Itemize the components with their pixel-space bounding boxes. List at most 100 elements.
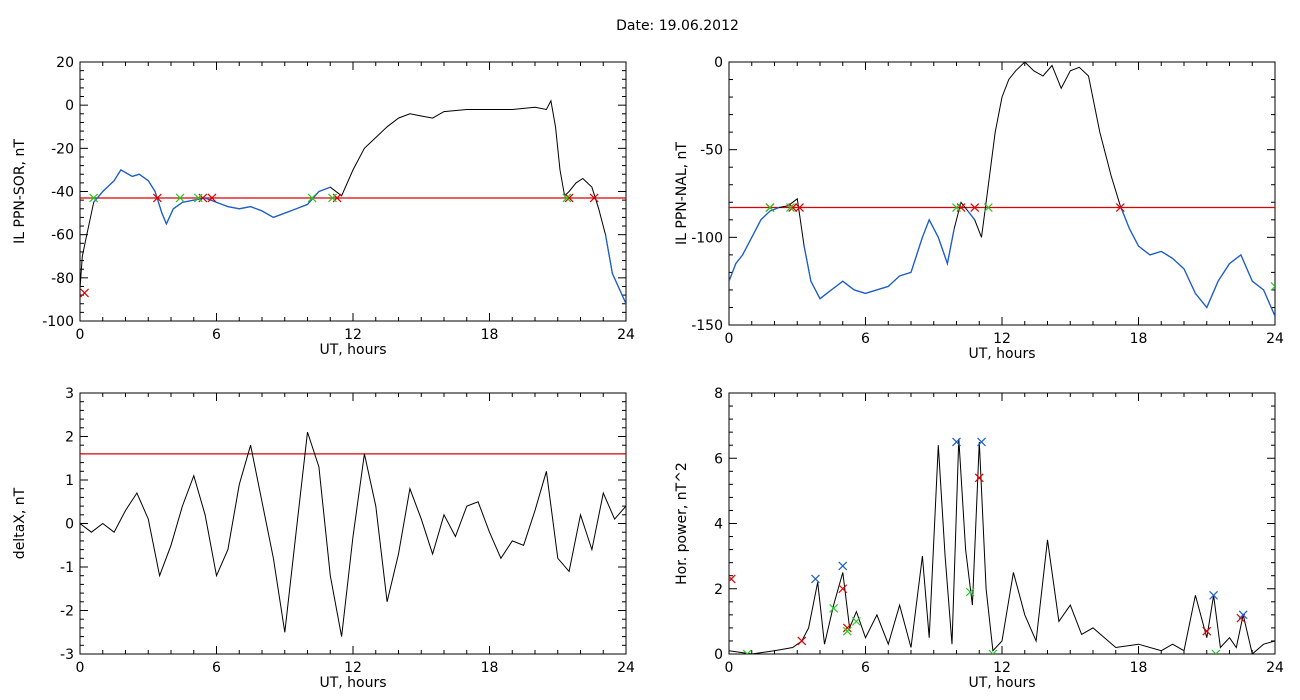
red-marker	[838, 584, 848, 594]
x-tick-label: 12	[993, 660, 1011, 676]
x-tick-label: 0	[76, 660, 85, 676]
y-axis-label: deltaX, nT	[12, 487, 28, 559]
red-marker	[797, 636, 807, 646]
x-tick-label: 6	[861, 331, 870, 347]
x-axis-label: UT, hours	[968, 675, 1035, 691]
x-tick-label: 12	[344, 327, 362, 343]
page-title: Date: 19.06.2012	[616, 18, 739, 34]
green-marker	[89, 193, 99, 203]
red-marker	[1202, 626, 1212, 636]
y-tick-label: 0	[65, 98, 74, 114]
green-marker	[562, 193, 572, 203]
green-marker	[983, 203, 993, 212]
red-marker	[80, 288, 89, 298]
series-line	[729, 438, 1275, 654]
x-tick-label: 0	[725, 660, 734, 676]
x-tick-label: 0	[725, 331, 734, 347]
green-marker	[1211, 649, 1221, 654]
highlight-segment	[1119, 205, 1275, 317]
red-marker	[152, 193, 162, 203]
plot-frame	[728, 61, 1276, 326]
plot-frame	[79, 61, 627, 322]
green-marker	[742, 649, 752, 654]
panel-il-ppn-nal: 0 6 12 18 24 -150 -100 -50 0 UT, hours IL PPN-NAL,…	[674, 55, 1284, 362]
red-marker	[589, 193, 599, 203]
x-tick-label: 12	[344, 660, 362, 676]
green-marker	[952, 203, 961, 212]
plot-area	[729, 62, 1275, 317]
green-marker	[851, 616, 861, 626]
y-tick-label: -1	[60, 560, 74, 576]
series-line	[80, 99, 626, 304]
x-tick-label: 6	[212, 660, 221, 676]
y-tick-label: -150	[691, 318, 723, 334]
x-tick-label: 18	[1130, 660, 1148, 676]
y-tick-label: 0	[714, 647, 723, 663]
plot-area	[80, 431, 626, 637]
x-tick-label: 24	[617, 660, 635, 676]
blue-marker	[811, 574, 820, 584]
y-tick-label: -3	[60, 647, 74, 663]
red-marker	[729, 574, 736, 584]
x-tick-label: 24	[1266, 331, 1284, 347]
green-marker	[988, 649, 998, 654]
green-marker	[786, 203, 795, 212]
y-tick-label: -80	[51, 271, 74, 287]
y-tick-label: 3	[65, 386, 74, 402]
x-tick-label: 18	[481, 327, 499, 343]
plot-area	[729, 437, 1275, 654]
y-tick-label: -20	[51, 141, 74, 157]
x-tick-label: 6	[861, 660, 870, 676]
red-marker	[974, 473, 984, 483]
y-tick-label: 1	[65, 473, 74, 489]
x-tick-label: 12	[993, 331, 1011, 347]
y-tick-label: 4	[714, 517, 723, 533]
x-axis-label: UT, hours	[319, 675, 386, 691]
y-tick-label: -40	[51, 185, 74, 201]
green-marker	[842, 626, 852, 636]
green-marker	[193, 193, 203, 203]
panel-il-ppn-sor: 0 6 12 18 24 -100 -80 -60 -40 -20 0 20 UT, hours IL P…	[12, 55, 635, 358]
x-tick-label: 18	[481, 660, 499, 676]
green-marker	[175, 193, 185, 203]
highlight-segment	[604, 234, 626, 304]
y-axis-label: Hor. power, nT^2	[674, 462, 690, 585]
x-tick-label: 0	[76, 327, 85, 343]
red-marker	[795, 203, 804, 212]
blue-marker	[1209, 590, 1218, 600]
green-marker	[965, 587, 975, 597]
red-marker	[970, 203, 980, 212]
x-tick-label: 18	[1130, 331, 1148, 347]
y-axis-label: IL PPN-NAL, nT	[674, 142, 690, 245]
x-axis-label: UT, hours	[968, 346, 1035, 362]
y-tick-label: 0	[65, 517, 74, 533]
y-tick-label: 2	[714, 582, 723, 598]
y-tick-label: -100	[42, 314, 74, 330]
plot-frame	[79, 392, 627, 655]
red-marker	[1115, 203, 1125, 212]
highlight-segment	[93, 169, 331, 226]
green-marker	[328, 193, 337, 203]
blue-marker	[838, 561, 848, 571]
x-tick-label: 24	[1266, 660, 1284, 676]
y-tick-label: -60	[51, 228, 74, 244]
y-axis-label: IL PPN-SOR, nT	[12, 139, 28, 244]
green-marker	[829, 603, 839, 613]
y-tick-label: 6	[714, 451, 723, 467]
blue-marker	[977, 437, 986, 447]
red-marker	[207, 193, 217, 203]
y-tick-label: 0	[714, 55, 723, 71]
series-line	[80, 431, 626, 637]
y-tick-label: 20	[56, 55, 74, 71]
y-tick-label: -100	[691, 230, 723, 246]
blue-marker	[1238, 610, 1248, 620]
red-marker	[842, 623, 852, 633]
highlight-segment	[803, 218, 955, 300]
plot-area	[80, 99, 626, 304]
red-marker	[788, 203, 798, 212]
highlight-segment	[967, 210, 976, 221]
green-marker	[1270, 282, 1275, 291]
